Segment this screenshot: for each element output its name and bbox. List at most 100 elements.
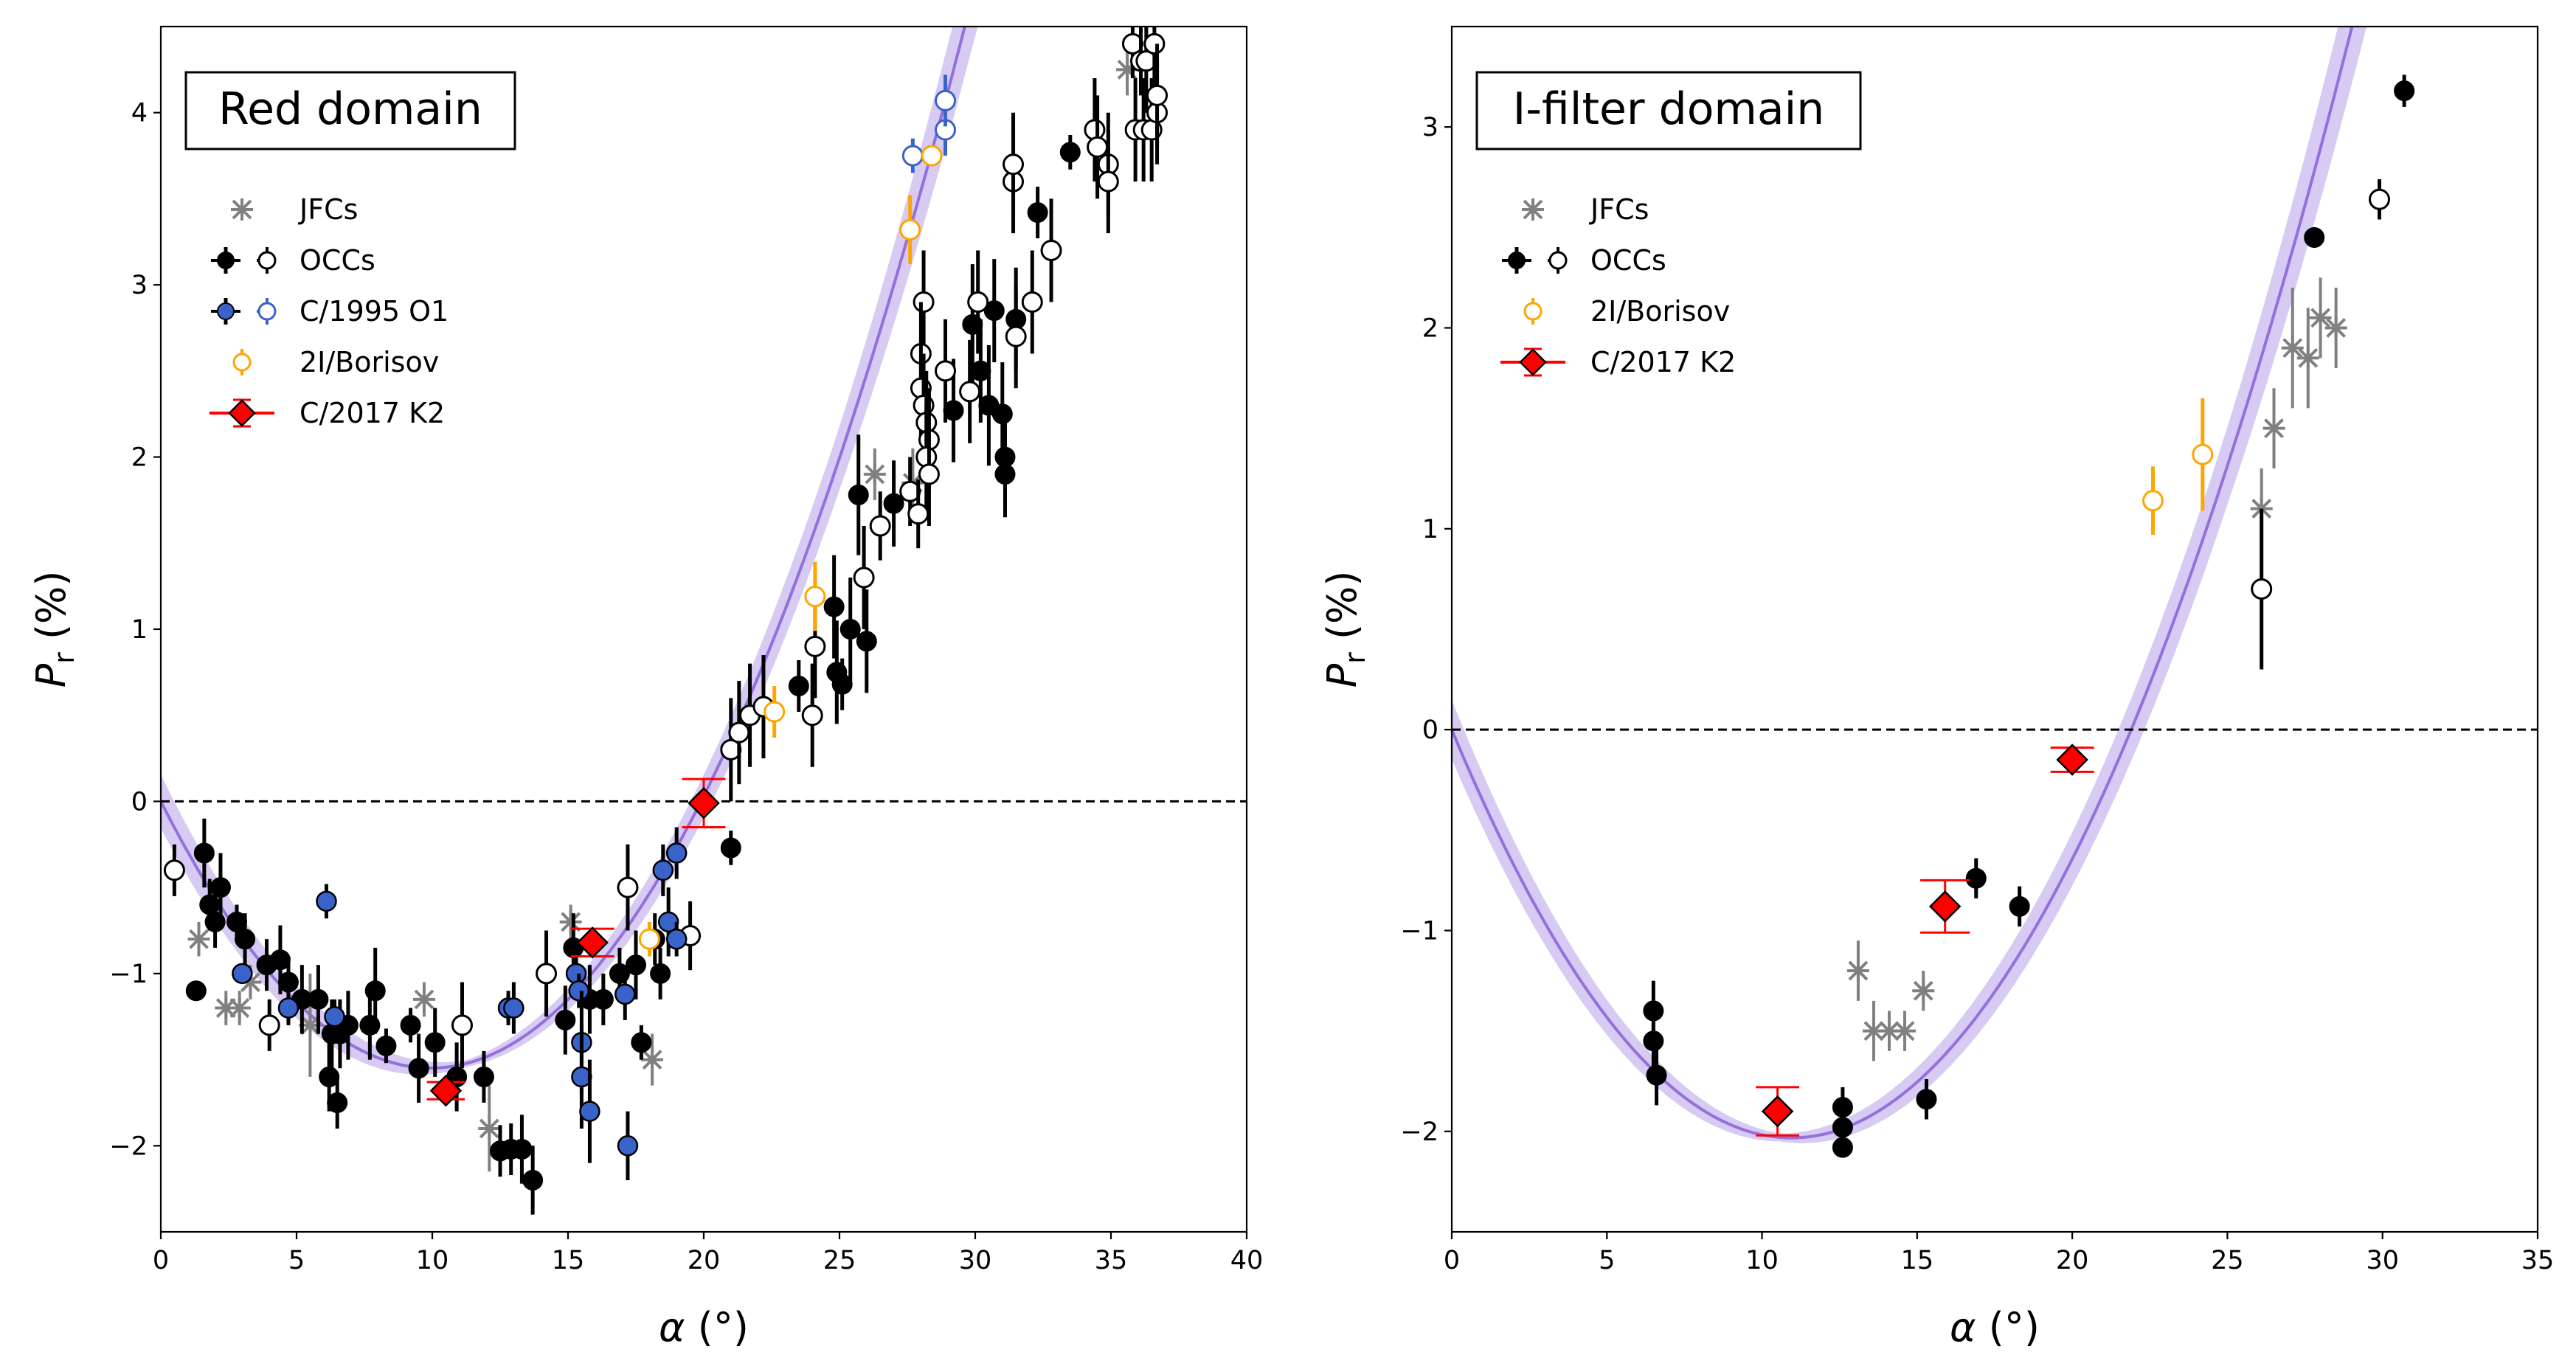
borisov-point <box>764 701 786 723</box>
x-tick-label: 15 <box>1901 1246 1934 1275</box>
occ-point <box>1832 1117 1853 1138</box>
legend-item: C/1995 O1 <box>211 295 449 328</box>
legend-label: OCCs <box>300 244 375 277</box>
y-tick-label: 4 <box>131 99 148 128</box>
occ-point <box>650 963 671 984</box>
y-tick-label: 3 <box>1422 113 1438 142</box>
x-tick-label: 0 <box>153 1246 169 1275</box>
occ-point <box>839 619 861 640</box>
c1995-point <box>232 963 253 985</box>
occ-point-open <box>617 876 639 898</box>
c1995-point <box>503 997 524 1019</box>
legend-label: 2I/Borisov <box>1590 295 1730 328</box>
x-tick-label: 25 <box>823 1246 856 1275</box>
occ-point <box>856 631 877 652</box>
k2-point <box>682 777 726 828</box>
y-tick-label: −2 <box>109 1132 148 1161</box>
jfc-point <box>1894 1019 1917 1042</box>
occ-point-open <box>1040 239 1062 261</box>
axis-ticks-i-filter-domain: 0 5 10 15 20 25 30 35 −2 −1 0 1 2 3 <box>1400 113 2554 1275</box>
occ-point <box>1965 867 1987 889</box>
jfc-point <box>412 988 435 1011</box>
occ-point <box>424 1032 446 1053</box>
occ-point <box>511 1138 533 1160</box>
occ-point-open <box>913 291 935 313</box>
y-tick-label: 2 <box>1422 314 1438 344</box>
panel-red-domain: 0 5 10 15 20 25 30 35 40 −2 −1 0 1 2 3 4 α (°) Pr (%) R… <box>28 25 1263 1351</box>
occ-point <box>626 954 646 976</box>
occ-point <box>210 877 231 898</box>
y-tick-label: 2 <box>131 443 148 473</box>
jfc-point <box>2309 306 2332 329</box>
occ-point-open <box>1021 291 1043 313</box>
legend-label: JFCs <box>298 193 358 226</box>
legend-item: 2I/Borisov <box>232 346 439 378</box>
occ-point-open <box>801 704 823 727</box>
c1995-point <box>579 1101 600 1122</box>
title-box-red-domain: Red domain <box>184 71 516 150</box>
borisov-point <box>638 928 660 950</box>
occ-point-open <box>1005 325 1027 347</box>
occ-point-open <box>2369 188 2391 210</box>
k2-point <box>1920 879 1970 934</box>
panel-i-filter-domain: 0 5 10 15 20 25 30 35 −2 −1 0 1 2 3 α (°) Pr (%) I-fi… <box>1319 25 2554 1351</box>
y-axis-label: Pr (%) <box>1319 571 1371 688</box>
occ-point <box>831 673 853 695</box>
legend-label: OCCs <box>1590 244 1666 277</box>
y-tick-label: 1 <box>131 615 148 645</box>
axis-ticks-red-domain: 0 5 10 15 20 25 30 35 40 −2 −1 0 1 2 3 4 <box>109 99 1263 1275</box>
legend-item: JFCs <box>1522 193 1649 226</box>
occ-point <box>1646 1064 1667 1086</box>
occ-point-open <box>1003 153 1025 176</box>
jfc-point <box>2281 336 2304 359</box>
k2-point <box>1756 1086 1800 1137</box>
panel-title: Red domain <box>218 83 482 135</box>
borisov-point <box>804 586 826 608</box>
c1995-point <box>614 983 636 1005</box>
occ-point-open <box>536 963 558 985</box>
legend-item: 2I/Borisov <box>1523 295 1730 328</box>
jfc-point <box>2262 417 2285 440</box>
legend-red-domain: JFCs OCCs C/1995 O1 2I/Borisov C/2017 K2 <box>210 193 449 429</box>
k2-point <box>2050 744 2094 776</box>
occ-point <box>1832 1137 1853 1158</box>
legend-item: OCCs <box>211 244 375 277</box>
x-tick-label: 5 <box>1599 1246 1615 1275</box>
occ-point <box>1643 1030 1664 1052</box>
legend-item: C/2017 K2 <box>1500 346 1736 378</box>
occ-point <box>308 988 329 1010</box>
c1995-point <box>665 842 688 864</box>
fit-uncertainty-band <box>1452 27 2367 1143</box>
occ-point <box>555 1009 576 1030</box>
x-axis-label: α (°) <box>659 1304 749 1351</box>
fit-curve-i-filter-domain <box>1452 27 2367 1143</box>
occ-point <box>991 403 1013 425</box>
occ-point-open <box>1097 170 1119 193</box>
occ-point <box>2394 80 2415 102</box>
occ-point <box>408 1058 429 1079</box>
borisov-point <box>2142 490 2164 512</box>
occ-point <box>364 980 386 1002</box>
occ-point <box>1916 1089 1937 1110</box>
x-tick-label: 10 <box>416 1246 449 1275</box>
c1995-point <box>568 980 589 1002</box>
c1995-point <box>565 963 587 985</box>
borisov-point <box>921 145 943 167</box>
occ-point-open <box>959 381 981 403</box>
occ-point-open <box>869 515 891 537</box>
c1995-point <box>277 997 300 1019</box>
jfc-point <box>1846 959 1869 982</box>
occ-point <box>204 911 226 932</box>
occ-point <box>185 980 207 1002</box>
x-tick-label: 30 <box>2366 1246 2399 1275</box>
x-tick-label: 10 <box>1745 1246 1779 1275</box>
x-tick-label: 0 <box>1444 1246 1460 1275</box>
occ-point <box>522 1169 544 1191</box>
occ-point <box>193 842 215 864</box>
legend-label: JFCs <box>1589 193 1649 226</box>
x-tick-label: 5 <box>288 1246 305 1275</box>
occ-point <box>375 1035 397 1056</box>
legend-i-filter-domain: JFCs OCCs 2I/Borisov C/2017 K2 <box>1500 193 1736 378</box>
occ-point-open <box>804 635 826 657</box>
occ-point-open <box>1084 119 1106 141</box>
